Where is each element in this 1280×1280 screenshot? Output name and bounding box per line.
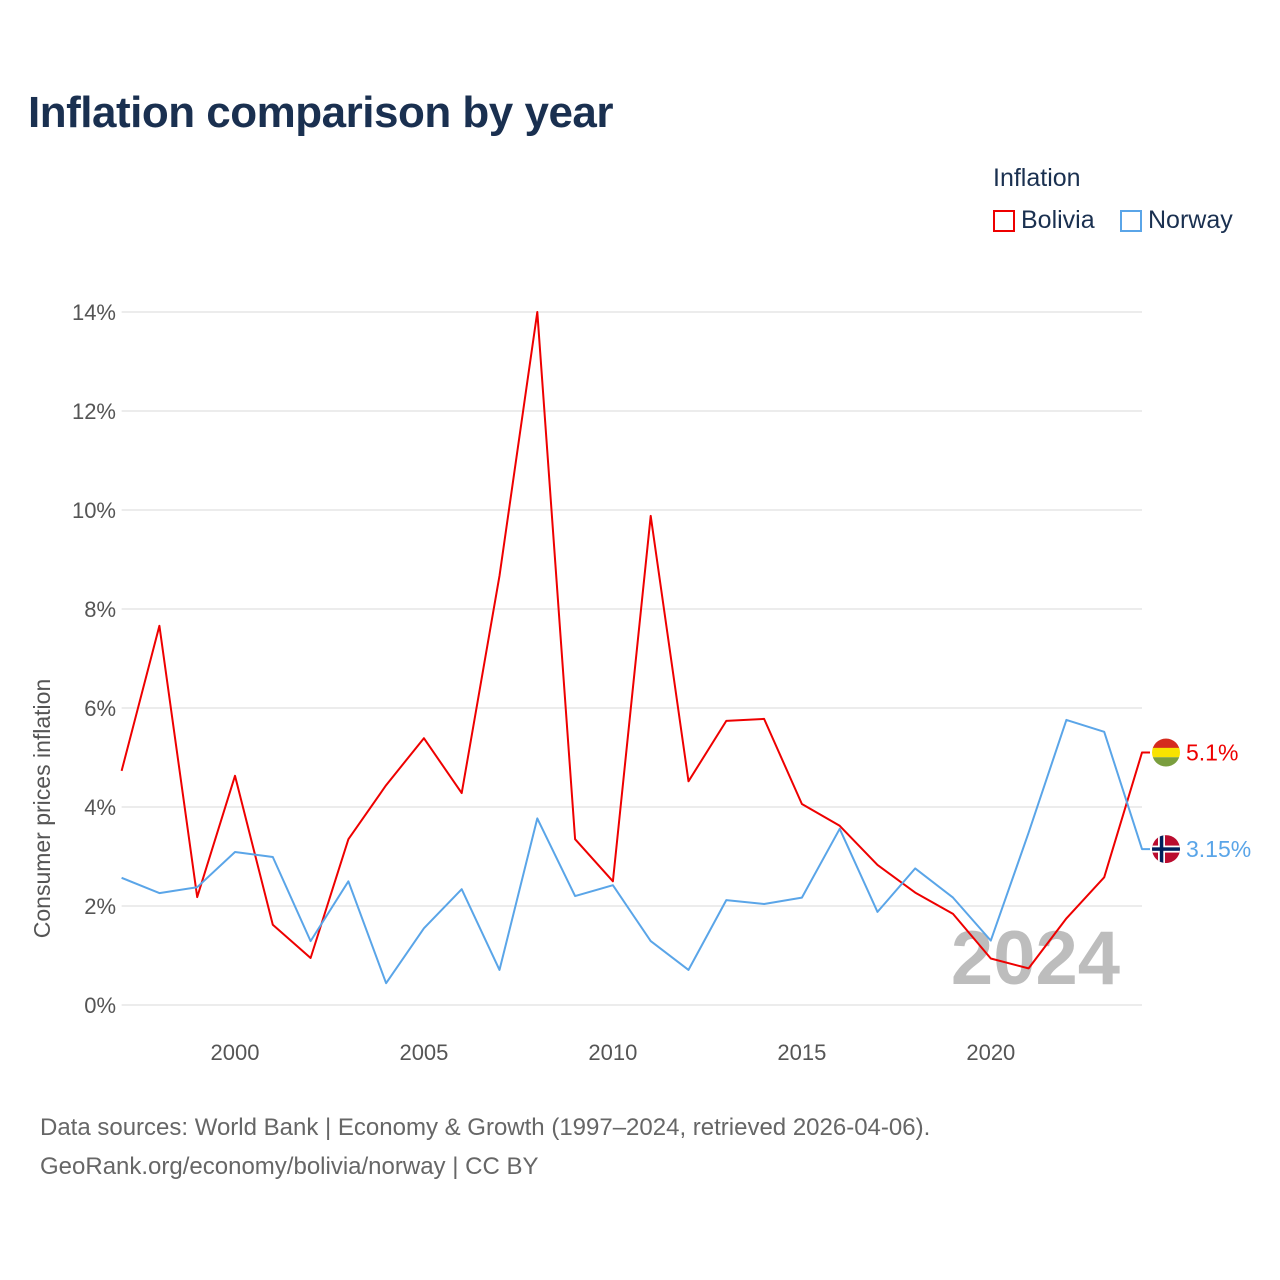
y-tick-label: 4%	[84, 795, 116, 820]
legend-item-norway[interactable]: Norway	[1120, 206, 1233, 235]
x-tick-label: 2000	[211, 1040, 260, 1065]
y-tick-label: 2%	[84, 894, 116, 919]
x-tick-label: 2005	[399, 1040, 448, 1065]
end-label-bolivia: 5.1%	[1186, 740, 1238, 766]
y-tick-label: 14%	[72, 300, 116, 325]
y-tick-label: 12%	[72, 399, 116, 424]
legend-item-bolivia[interactable]: Bolivia	[993, 206, 1095, 235]
y-tick-label: 10%	[72, 498, 116, 523]
norway-flag-icon	[1152, 835, 1180, 864]
legend-label-norway: Norway	[1148, 206, 1233, 234]
source-note: Data sources: World Bank | Economy & Gro…	[40, 1108, 930, 1186]
x-tick-label: 2015	[777, 1040, 826, 1065]
y-axis-label: Consumer prices inflation	[29, 679, 55, 939]
legend-swatch-norway	[1120, 209, 1142, 232]
legend-swatch-bolivia	[993, 209, 1015, 232]
source-line-2[interactable]: GeoRank.org/economy/bolivia/norway | CC …	[40, 1153, 539, 1180]
y-tick-label: 8%	[84, 597, 116, 622]
x-tick-label: 2010	[588, 1040, 637, 1065]
source-line-1: Data sources: World Bank | Economy & Gro…	[40, 1114, 931, 1141]
legend-label-bolivia: Bolivia	[1021, 206, 1095, 234]
legend-title: Inflation	[993, 164, 1081, 192]
bolivia-flag-icon	[1152, 738, 1180, 767]
end-label-norway: 3.15%	[1186, 836, 1251, 862]
y-tick-label: 0%	[84, 993, 116, 1018]
x-tick-label: 2020	[966, 1040, 1015, 1065]
y-tick-label: 6%	[84, 696, 116, 721]
chart-title: Inflation comparison by year	[28, 88, 614, 137]
